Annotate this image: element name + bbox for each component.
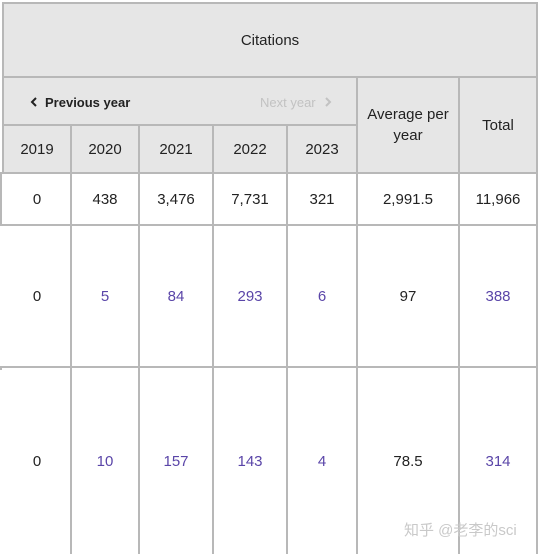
cell-row1-2019: 0	[32, 190, 42, 208]
cell-row3-2019: 0	[32, 452, 42, 470]
cell-row2-2023-link[interactable]: 6	[317, 287, 327, 305]
next-year-label: Next year	[260, 94, 316, 110]
cell-row1-total: 11,966	[475, 190, 521, 208]
chevron-right-icon	[322, 96, 334, 108]
previous-year-button[interactable]: Previous year	[28, 92, 130, 112]
grid-line	[4, 2, 536, 4]
cell-row2-2020-link[interactable]: 5	[100, 287, 110, 305]
cell-row1-average: 2,991.5	[382, 190, 434, 208]
year-label: 2020	[88, 140, 122, 158]
cell-row2-average: 97	[399, 287, 417, 305]
total-label: Total	[482, 116, 514, 134]
year-label: 2021	[159, 140, 193, 158]
average-per-year-header: Average per year	[358, 78, 458, 172]
chevron-left-icon	[28, 96, 40, 108]
cell-row3-total-link[interactable]: 314	[485, 452, 511, 470]
year-label: 2019	[20, 140, 54, 158]
grid-line	[0, 172, 2, 226]
grid-line	[0, 172, 536, 174]
cell-row2-2022-link[interactable]: 293	[237, 287, 263, 305]
cell-row1-2021: 3,476	[157, 190, 195, 208]
citations-header: Citations	[4, 4, 536, 76]
cell-row1-2022: 7,731	[231, 190, 269, 208]
cell-row1-2023: 321	[309, 190, 335, 208]
average-per-year-label: Average per year	[367, 106, 449, 144]
grid-line	[458, 76, 460, 554]
year-label: 2023	[305, 140, 339, 158]
year-label: 2022	[233, 140, 267, 158]
grid-line	[536, 2, 538, 554]
cell-row3-average: 78.5	[393, 452, 423, 470]
cell-row2-2021-link[interactable]: 84	[167, 287, 185, 305]
year-nav-bar	[4, 78, 356, 124]
grid-line	[2, 2, 4, 172]
year-header-2020: 2020	[72, 126, 138, 172]
year-header-2019: 2019	[4, 126, 70, 172]
grid-line	[0, 224, 536, 226]
grid-line	[4, 76, 536, 78]
year-header-2023: 2023	[288, 126, 356, 172]
cell-row1-2020: 438	[92, 190, 118, 208]
total-header: Total	[460, 78, 536, 172]
citations-header-label: Citations	[240, 31, 300, 49]
cell-row3-2021-link[interactable]: 157	[163, 452, 189, 470]
grid-line	[138, 124, 140, 554]
watermark: 知乎 @老李的sci	[404, 522, 517, 539]
grid-line	[286, 124, 288, 554]
previous-year-label: Previous year	[45, 94, 131, 110]
grid-line	[0, 366, 2, 370]
grid-line	[356, 76, 358, 554]
cell-row3-2022-link[interactable]: 143	[237, 452, 263, 470]
cell-row3-2023-link[interactable]: 4	[317, 452, 327, 470]
grid-line	[0, 366, 536, 368]
grid-line	[4, 124, 358, 126]
cell-row2-total-link[interactable]: 388	[485, 287, 511, 305]
grid-line	[70, 124, 72, 554]
next-year-button[interactable]: Next year	[260, 92, 334, 112]
cell-row2-2019: 0	[32, 287, 42, 305]
year-header-2021: 2021	[140, 126, 212, 172]
cell-row3-2020-link[interactable]: 10	[96, 452, 114, 470]
grid-line	[212, 124, 214, 554]
year-header-2022: 2022	[214, 126, 286, 172]
